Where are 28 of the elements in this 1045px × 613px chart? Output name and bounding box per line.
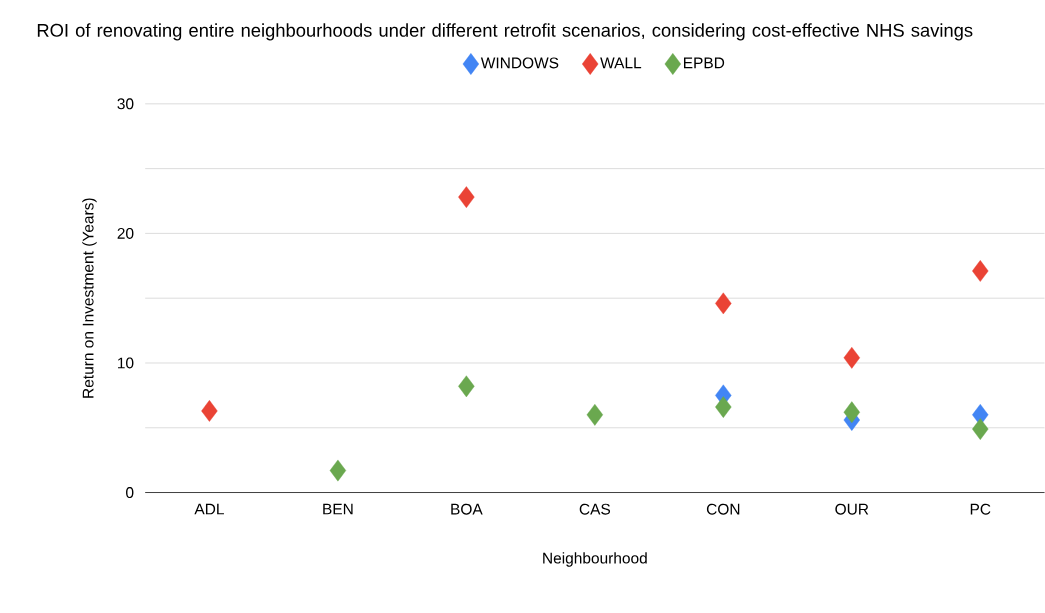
- point: [843, 401, 860, 424]
- point: [586, 403, 604, 426]
- legend-label: WINDOWS: [480, 57, 559, 69]
- x-tick-label: CAS: [579, 503, 611, 515]
- point: [458, 186, 475, 208]
- point: [458, 375, 475, 398]
- point: [972, 260, 989, 282]
- x-tick-label: OUR: [835, 503, 869, 515]
- chart-title: ROI of renovating entire neighbourhoods under different retrofit scenarios, considering cost-effective NHS savings: [37, 23, 973, 41]
- point: [329, 459, 347, 482]
- y-tick-label: 20: [117, 227, 134, 239]
- legend-label: EPBD: [684, 57, 725, 69]
- x-tick-label: BEN: [323, 503, 353, 515]
- y-tick-label: 10: [118, 357, 134, 369]
- x-tick-label: CON: [706, 503, 740, 515]
- x-tick-label: PC: [970, 503, 991, 515]
- x-axis-title: Neighbourhood: [543, 552, 647, 567]
- x-tick-label: BOA: [451, 503, 483, 515]
- point: [972, 418, 989, 440]
- point: [843, 346, 860, 369]
- x-tick-label: ADL: [194, 503, 224, 515]
- y-axis-title: Return on Investment (Years): [82, 198, 97, 398]
- point: [715, 292, 732, 315]
- point: [715, 396, 732, 418]
- point: [201, 400, 218, 422]
- legend-label: WALL: [600, 57, 642, 69]
- y-tick-label: 30: [117, 98, 134, 110]
- y-tick-label: 0: [126, 487, 134, 499]
